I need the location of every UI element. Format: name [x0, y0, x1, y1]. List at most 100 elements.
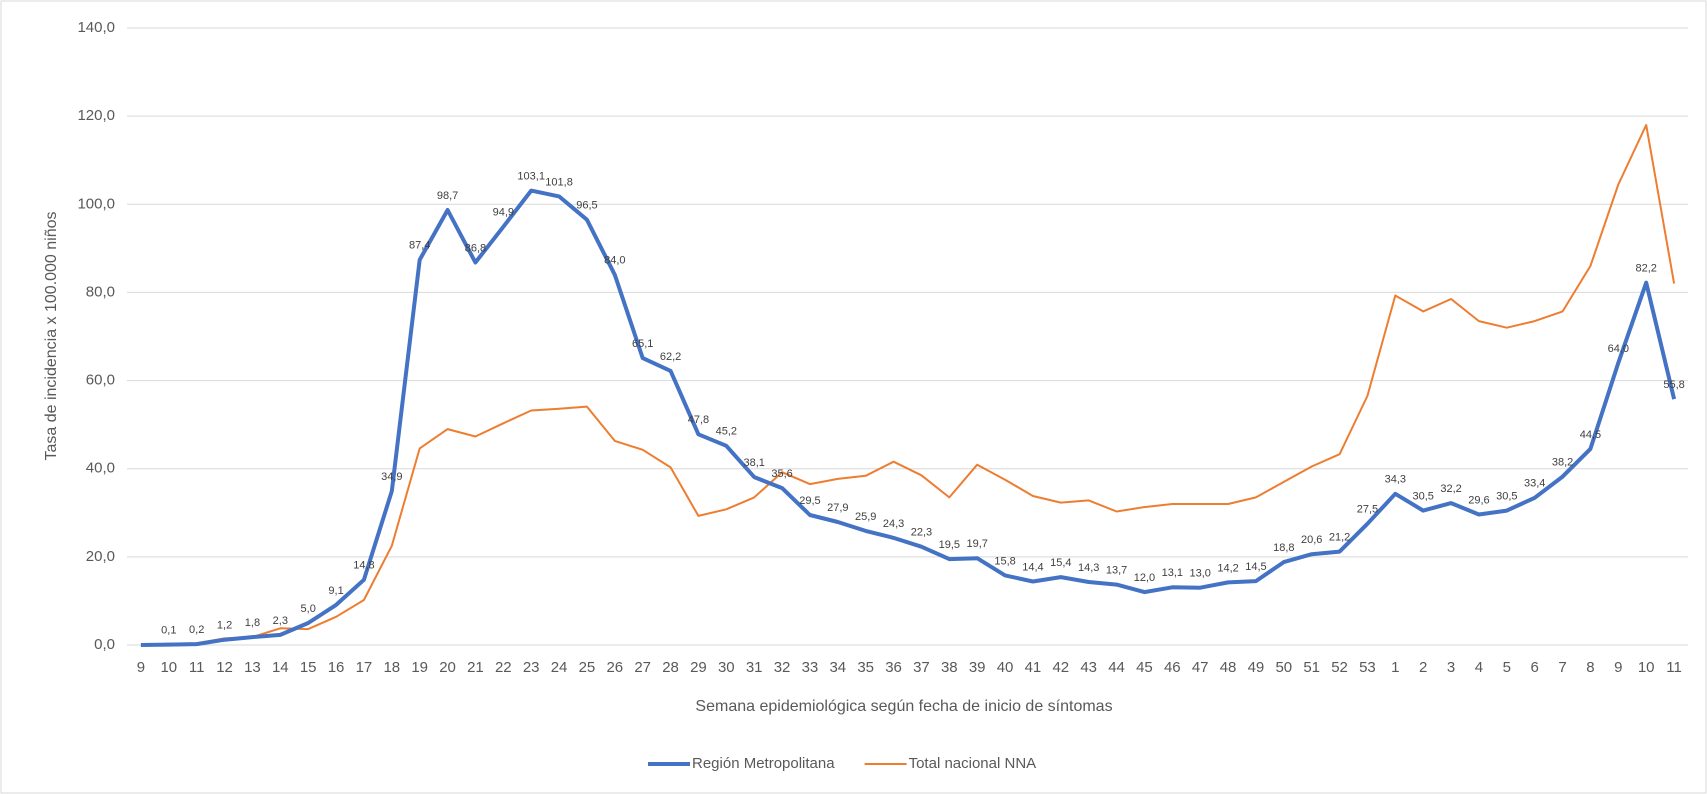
data-label: 35,6 — [771, 468, 792, 480]
data-label: 38,1 — [743, 457, 764, 469]
data-label: 45,2 — [716, 426, 737, 438]
x-tick-label: 3 — [1447, 659, 1455, 676]
x-tick-label: 24 — [551, 659, 568, 676]
x-tick-label: 17 — [356, 659, 373, 676]
x-axis-title: Semana epidemiológica según fecha de ini… — [695, 698, 1112, 715]
x-tick-label: 53 — [1359, 659, 1376, 676]
data-label: 13,0 — [1189, 568, 1210, 580]
x-tick-label: 14 — [272, 659, 289, 676]
data-label: 86,8 — [465, 242, 486, 254]
x-tick-label: 36 — [885, 659, 902, 676]
x-tick-label: 31 — [746, 659, 763, 676]
data-label: 101,8 — [545, 176, 573, 188]
data-label: 38,2 — [1552, 457, 1573, 469]
x-tick-label: 10 — [160, 659, 177, 676]
data-label: 19,7 — [966, 538, 987, 550]
x-tick-label: 22 — [495, 659, 512, 676]
x-tick-label: 37 — [913, 659, 930, 676]
data-label: 55,8 — [1663, 379, 1684, 391]
y-tick-label: 60,0 — [86, 372, 115, 389]
x-tick-label: 30 — [718, 659, 735, 676]
x-tick-label: 43 — [1080, 659, 1097, 676]
data-label: 87,4 — [409, 240, 430, 252]
data-label: 19,5 — [939, 539, 960, 551]
series-line — [140, 124, 1676, 646]
x-tick-label: 35 — [857, 659, 874, 676]
x-tick-label: 5 — [1503, 659, 1511, 676]
data-label: 29,5 — [799, 495, 820, 507]
x-tick-label: 42 — [1052, 659, 1069, 676]
x-tick-label: 2 — [1419, 659, 1427, 676]
data-label: 13,1 — [1162, 567, 1183, 579]
x-tick-label: 28 — [662, 659, 679, 676]
x-tick-label: 51 — [1303, 659, 1320, 676]
x-tick-label: 15 — [300, 659, 317, 676]
x-tick-label: 48 — [1220, 659, 1237, 676]
x-tick-label: 6 — [1531, 659, 1539, 676]
y-tick-label: 40,0 — [86, 460, 115, 477]
data-label: 21,2 — [1329, 531, 1350, 543]
data-label: 30,5 — [1496, 490, 1517, 502]
y-tick-label: 20,0 — [86, 548, 115, 565]
x-tick-label: 38 — [941, 659, 958, 676]
x-tick-label: 50 — [1275, 659, 1292, 676]
data-label: 14,4 — [1022, 561, 1043, 573]
x-tick-label: 16 — [328, 659, 345, 676]
data-label: 44,5 — [1580, 429, 1601, 441]
data-label: 15,4 — [1050, 557, 1071, 569]
x-tick-label: 33 — [802, 659, 819, 676]
data-label: 34,3 — [1385, 474, 1406, 486]
x-tick-label: 39 — [969, 659, 986, 676]
x-tick-label: 26 — [606, 659, 623, 676]
legend-label: Región Metropolitana — [692, 755, 835, 772]
data-label: 94,9 — [493, 207, 514, 219]
x-tick-label: 4 — [1475, 659, 1483, 676]
data-label: 32,2 — [1440, 483, 1461, 495]
data-label: 0,1 — [161, 624, 176, 636]
x-tick-label: 10 — [1638, 659, 1655, 676]
x-tick-label: 44 — [1108, 659, 1125, 676]
x-tick-label: 18 — [383, 659, 400, 676]
x-tick-label: 9 — [137, 659, 145, 676]
data-label: 30,5 — [1412, 490, 1433, 502]
data-label: 84,0 — [604, 255, 625, 267]
y-tick-label: 100,0 — [77, 195, 115, 212]
data-label: 18,8 — [1273, 542, 1294, 554]
data-label: 27,9 — [827, 502, 848, 514]
x-tick-label: 11 — [1666, 659, 1682, 676]
x-tick-label: 23 — [523, 659, 540, 676]
data-label: 0,2 — [189, 624, 204, 636]
y-tick-label: 0,0 — [94, 636, 115, 653]
data-label: 14,8 — [353, 560, 374, 572]
x-tick-label: 46 — [1164, 659, 1181, 676]
data-label: 15,8 — [994, 555, 1015, 567]
data-label: 34,9 — [381, 471, 402, 483]
data-label: 13,7 — [1106, 565, 1127, 577]
data-label: 14,5 — [1245, 561, 1266, 573]
data-label: 62,2 — [660, 351, 681, 363]
data-label: 12,0 — [1134, 572, 1155, 584]
data-label: 22,3 — [911, 527, 932, 539]
x-tick-label: 13 — [244, 659, 261, 676]
x-tick-label: 29 — [690, 659, 707, 676]
data-label: 25,9 — [855, 511, 876, 523]
x-tick-label: 45 — [1136, 659, 1153, 676]
x-tick-label: 47 — [1192, 659, 1209, 676]
x-tick-label: 21 — [467, 659, 484, 676]
x-tick-label: 41 — [1025, 659, 1042, 676]
data-label: 14,2 — [1217, 562, 1238, 574]
y-tick-label: 80,0 — [86, 283, 115, 300]
y-tick-label: 140,0 — [77, 19, 115, 36]
data-label: 14,3 — [1078, 562, 1099, 574]
x-tick-label: 8 — [1586, 659, 1594, 676]
data-label: 103,1 — [517, 171, 545, 183]
x-tick-label: 52 — [1331, 659, 1348, 676]
data-label: 1,2 — [217, 620, 232, 632]
data-label: 33,4 — [1524, 478, 1545, 490]
data-label: 27,5 — [1357, 504, 1378, 516]
x-tick-label: 49 — [1248, 659, 1265, 676]
x-tick-label: 12 — [216, 659, 233, 676]
y-tick-label: 120,0 — [77, 107, 115, 124]
data-label: 64,0 — [1608, 343, 1629, 355]
